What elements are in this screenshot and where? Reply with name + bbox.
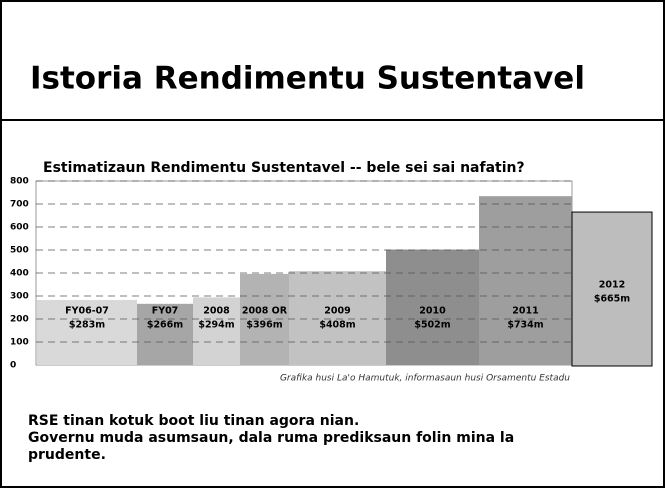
y-tick-label: 800 (10, 177, 29, 187)
slide-title: Istoria Rendimentu Sustentavel (30, 61, 585, 97)
bar (571, 211, 653, 367)
value-label: $283m (69, 320, 105, 331)
y-tick-label: 100 (10, 338, 29, 348)
y-tick-label: 200 (10, 315, 29, 325)
body-text: RSE tinan kotuk boot liu tinan agora nia… (28, 413, 588, 464)
value-label: $266m (147, 320, 183, 331)
bar (386, 249, 479, 365)
value-label: $665m (594, 294, 630, 305)
bar (479, 196, 572, 365)
x-tick-label: 2011 (512, 306, 538, 317)
bar (289, 271, 386, 365)
value-label: $396m (246, 320, 282, 331)
y-tick-label: 400 (10, 269, 29, 279)
bar (193, 297, 240, 365)
source-note: Grafika husi La'o Hamutuk, informasaun h… (280, 374, 570, 384)
bar (37, 299, 137, 365)
body-line: RSE tinan kotuk boot liu tinan agora nia… (28, 413, 360, 429)
value-label: $502m (414, 320, 450, 331)
x-tick-label: 2008 OR (242, 306, 288, 317)
y-tick-label: 300 (10, 292, 29, 302)
y-tick-label: 0 (10, 361, 16, 371)
y-tick-label: 600 (10, 223, 29, 233)
body-line: Governu muda asumsaun, dala ruma prediks… (28, 430, 515, 463)
bar (137, 303, 193, 365)
x-tick-label: 2009 (324, 306, 350, 317)
x-tick-label: FY07 (152, 306, 179, 317)
value-label: $294m (198, 320, 234, 331)
bar (240, 273, 289, 365)
y-tick-label: 700 (10, 200, 29, 210)
value-label: $734m (507, 320, 543, 331)
chart-title: Estimatizaun Rendimentu Sustentavel -- b… (43, 160, 525, 176)
x-tick-label: 2012 (599, 280, 625, 291)
x-tick-label: 2010 (419, 306, 446, 317)
value-label: $408m (319, 320, 355, 331)
x-tick-label: FY06-07 (65, 306, 109, 317)
x-tick-label: 2008 (203, 306, 230, 317)
y-tick-label: 500 (10, 246, 29, 256)
